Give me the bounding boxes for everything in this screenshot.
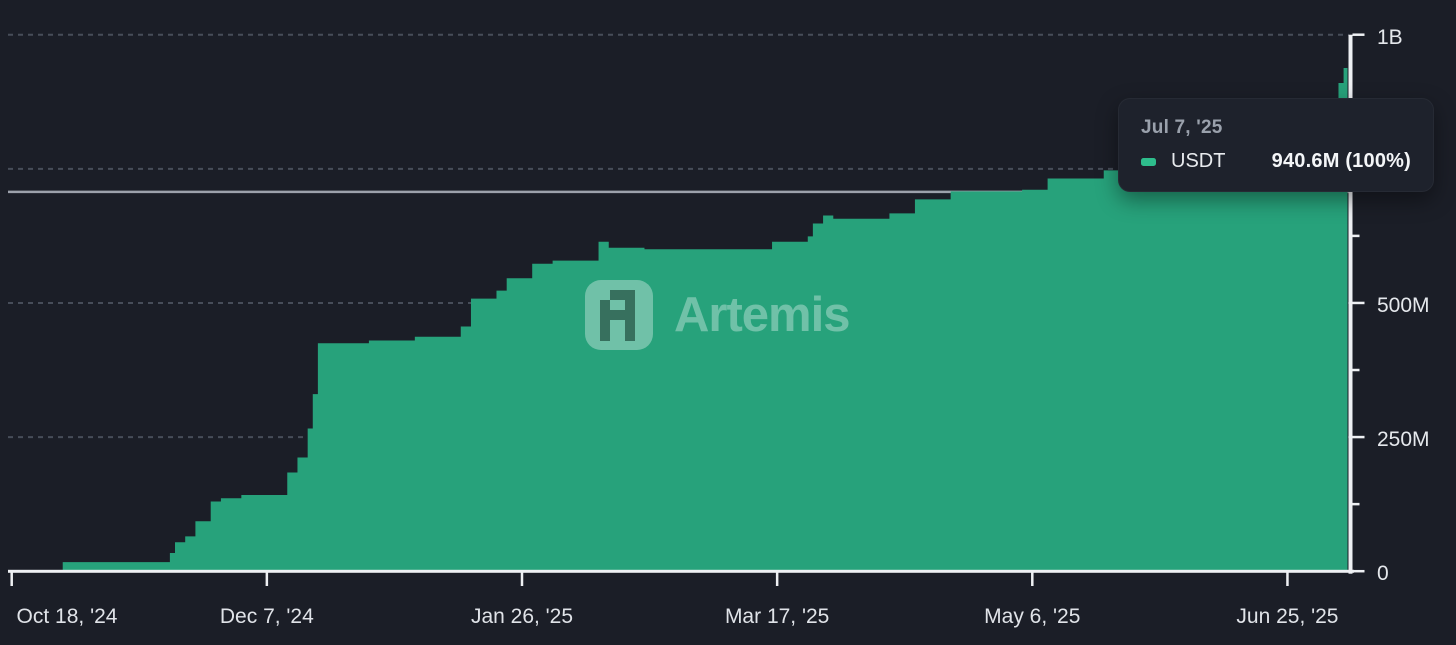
x-axis-label-1: Dec 7, '24 (219, 605, 314, 628)
x-tick-150 (775, 571, 779, 586)
y-axis-label-500M: 500M (1377, 293, 1430, 317)
tooltip-row: USDT 940.6M (100%) (1141, 150, 1411, 173)
x-tick-250 (1286, 571, 1289, 586)
y-axis-label-1B: 1B (1377, 25, 1403, 49)
y-tick-0 (1352, 569, 1365, 573)
series-swatch-icon (1141, 157, 1156, 166)
y-tick-1000 (1352, 33, 1365, 36)
x-tick-100 (520, 571, 524, 586)
y-tick-500 (1352, 301, 1365, 305)
x-axis-label-5: Jun 25, '25 (1236, 605, 1339, 628)
x-axis-label-2: Jan 26, '25 (470, 605, 574, 628)
tooltip-date: Jul 7, '25 (1141, 117, 1223, 138)
y-tick-250 (1352, 435, 1365, 439)
y-tick-125 (1352, 502, 1360, 506)
area-series-usdt[interactable] (8, 66, 1348, 572)
y-axis-label-0: 0 (1377, 562, 1389, 586)
x-axis-label-4: May 6, '25 (984, 605, 1081, 628)
x-tick-0 (10, 571, 13, 586)
y-tick-625 (1352, 234, 1360, 238)
tooltip-series-value: 940.6M (100%) (1271, 150, 1411, 172)
x-tick-50 (265, 571, 269, 586)
y-axis-line (1348, 34, 1353, 574)
hover-tooltip: Jul 7, '25 USDT 940.6M (100%) (1118, 98, 1434, 192)
x-tick-200 (1031, 571, 1034, 586)
tooltip-series-name: USDT (1171, 150, 1226, 172)
y-axis-label-250M: 250M (1377, 428, 1430, 452)
x-axis-label-3: Mar 17, '25 (724, 605, 830, 628)
y-tick-375 (1352, 368, 1360, 372)
x-axis-label-0: Oct 18, '24 (16, 605, 118, 628)
x-axis-line (8, 569, 1354, 573)
